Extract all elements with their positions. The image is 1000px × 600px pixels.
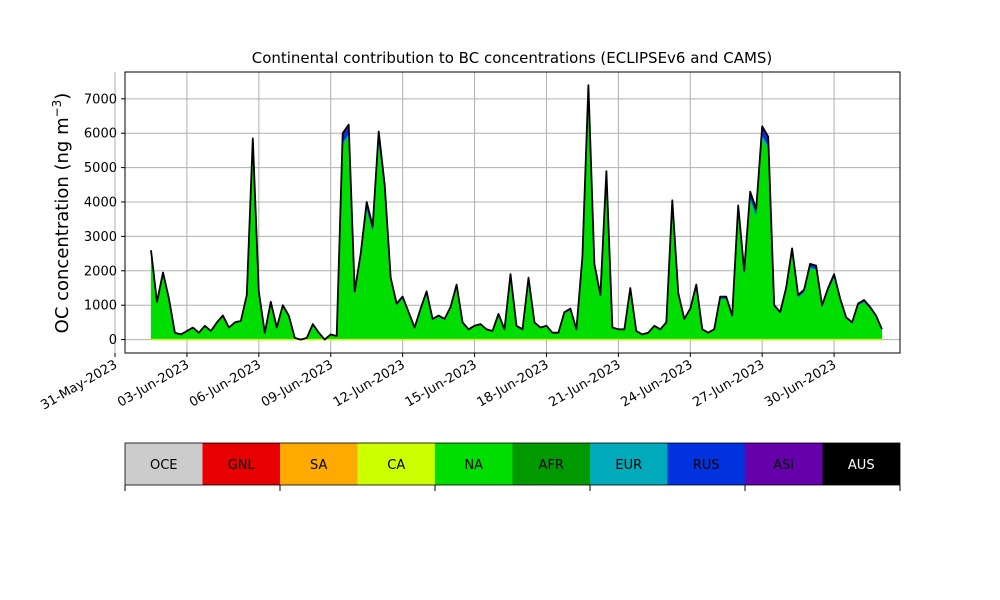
legend-swatch-rus bbox=[667, 443, 745, 485]
total-line bbox=[150, 84, 883, 341]
y-tick-label: 4000 bbox=[84, 196, 117, 211]
y-tick-label: 3000 bbox=[84, 230, 117, 245]
area-na bbox=[151, 100, 882, 340]
y-tick-label: 2000 bbox=[84, 264, 117, 279]
y-tick-label: 1000 bbox=[84, 299, 117, 314]
x-tick-label: 27-Jun-2023 bbox=[690, 357, 767, 410]
x-tick-label: 06-Jun-2023 bbox=[187, 357, 264, 410]
legend-swatch-afr bbox=[512, 443, 590, 485]
legend-frame bbox=[124, 442, 901, 486]
x-axis-ticks: 31-May-202303-Jun-202306-Jun-202309-Jun-… bbox=[38, 353, 839, 413]
y-axis-label-close: ) bbox=[52, 93, 73, 100]
x-tick-label: 24-Jun-2023 bbox=[618, 357, 695, 410]
legend-swatch-na bbox=[435, 443, 513, 485]
x-tick-label: 15-Jun-2023 bbox=[403, 357, 480, 410]
legend-swatch-sa bbox=[280, 443, 358, 485]
y-axis-ticks: 0 1000 2000 3000 4000 5000 6000 7000 bbox=[84, 92, 125, 348]
y-tick-label: 5000 bbox=[84, 161, 117, 176]
plot-frame bbox=[124, 71, 901, 354]
legend-label-gnl: GNL bbox=[228, 458, 256, 473]
y-tick-label: 7000 bbox=[84, 92, 117, 107]
x-tick-label: 30-Jun-2023 bbox=[762, 357, 839, 410]
y-axis-label-main: OC concentration (ng m bbox=[52, 117, 73, 333]
x-tick-label: 21-Jun-2023 bbox=[547, 357, 624, 410]
legend-swatch-ca bbox=[357, 443, 435, 485]
legend-swatch-gnl bbox=[202, 443, 280, 485]
chart-title: Continental contribution to BC concentra… bbox=[252, 49, 773, 67]
legend-label-asi: ASI bbox=[773, 458, 794, 473]
y-axis-label: OC concentration (ng m−3) bbox=[50, 93, 73, 334]
legend-label-na: NA bbox=[464, 458, 483, 473]
legend-swatch-aus bbox=[822, 443, 900, 485]
x-tick-label: 09-Jun-2023 bbox=[259, 357, 336, 410]
x-tick-label: 03-Jun-2023 bbox=[115, 357, 192, 410]
legend-label-ca: CA bbox=[387, 458, 405, 473]
legend-label-sa: SA bbox=[310, 458, 327, 473]
x-tick-label: 12-Jun-2023 bbox=[331, 357, 408, 410]
stacked-areas bbox=[150, 84, 883, 341]
legend-label-oce: OCE bbox=[150, 458, 178, 473]
legend-swatch-eur bbox=[590, 443, 668, 485]
region-legend: OCE GNL SA CA NA AFR EUR RUS ASI AUS bbox=[124, 442, 901, 491]
legend-swatch-oce bbox=[125, 443, 203, 485]
y-tick-label: 0 bbox=[109, 333, 117, 348]
legend-label-aus: AUS bbox=[848, 458, 875, 473]
legend-label-rus: RUS bbox=[693, 458, 720, 473]
y-tick-label: 6000 bbox=[84, 127, 117, 142]
x-tick-label: 18-Jun-2023 bbox=[475, 357, 552, 410]
legend-label-eur: EUR bbox=[615, 458, 642, 473]
legend-swatch-asi bbox=[745, 443, 823, 485]
x-tick-label: 31-May-2023 bbox=[38, 357, 120, 413]
legend-label-afr: AFR bbox=[539, 458, 564, 473]
y-axis-label-superscript: −3 bbox=[50, 100, 64, 118]
